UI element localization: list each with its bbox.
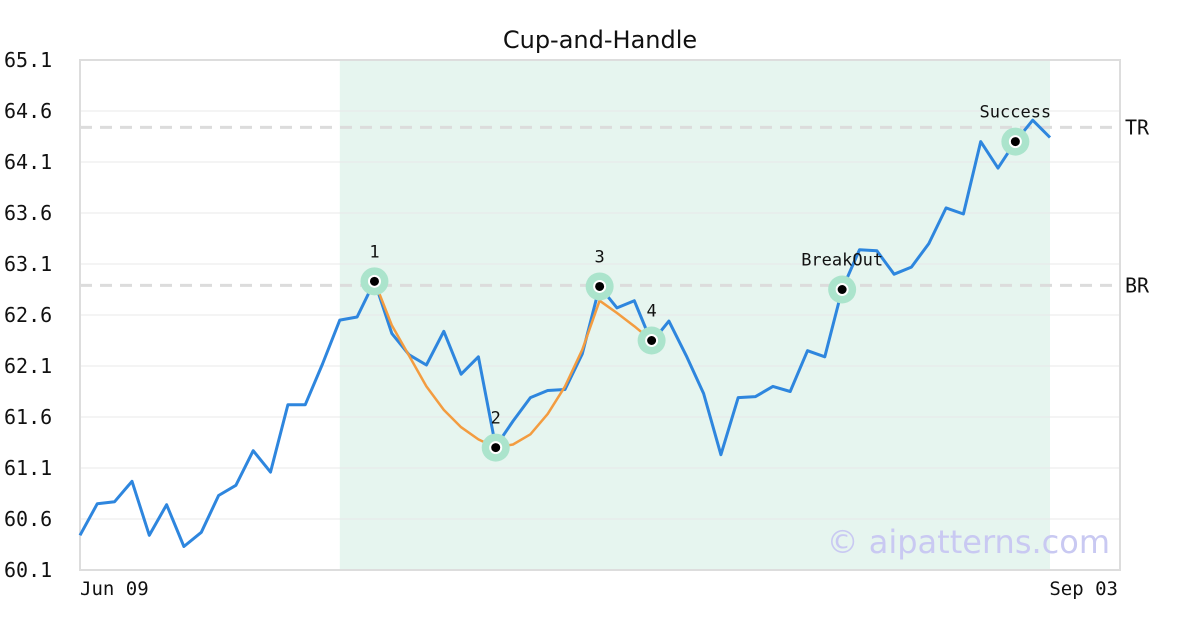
y-tick-label: 61.1	[4, 456, 52, 480]
watermark: © aipatterns.com	[827, 523, 1110, 561]
x-end-date-label: Sep 03	[1049, 578, 1118, 600]
price-series-line	[78, 118, 1052, 548]
chart-title: Cup-and-Handle	[503, 26, 697, 54]
marker-label-breakout: BreakOut	[801, 251, 883, 271]
marker-label-success: Success	[980, 103, 1052, 123]
marker-label-2: 2	[491, 409, 501, 429]
y-tick-label: 64.6	[4, 99, 52, 123]
level-label-br: BR	[1125, 273, 1150, 297]
marker-dot-1	[367, 274, 381, 288]
plot-frame	[79, 59, 1121, 571]
marker-label-3: 3	[595, 247, 605, 267]
y-tick-label: 61.6	[4, 405, 52, 429]
pattern-markers: 1 2 3 4 BreakOut Success	[360, 103, 1051, 462]
marker-dot-3	[593, 279, 607, 293]
marker-dot-breakout	[835, 283, 849, 296]
marker-label-4: 4	[646, 302, 656, 322]
y-tick-label: 63.1	[4, 252, 52, 276]
y-tick-label: 63.6	[4, 201, 52, 225]
y-tick-label: 60.6	[4, 507, 52, 531]
y-tick-label: 64.1	[4, 150, 52, 174]
marker-label-1: 1	[369, 242, 379, 262]
marker-dot-4	[645, 334, 659, 347]
y-axis-ticks: 65.1 64.6 64.1 63.6 63.1 62.6 62.1 61.6 61.1 60.6…	[4, 48, 52, 582]
y-tick-label: 60.1	[4, 558, 52, 582]
level-label-tr: TR	[1125, 115, 1150, 139]
x-axis-labels: Jun 09 Sep 03	[80, 578, 1118, 600]
y-tick-label: 65.1	[4, 48, 52, 72]
series-lines	[78, 118, 1052, 548]
marker-dot-2	[489, 441, 503, 455]
y-tick-label: 62.6	[4, 303, 52, 327]
x-start-date-label: Jun 09	[80, 578, 149, 600]
marker-dot-success	[1008, 135, 1022, 149]
y-tick-label: 62.1	[4, 354, 52, 378]
cup-curve-line	[373, 280, 653, 449]
